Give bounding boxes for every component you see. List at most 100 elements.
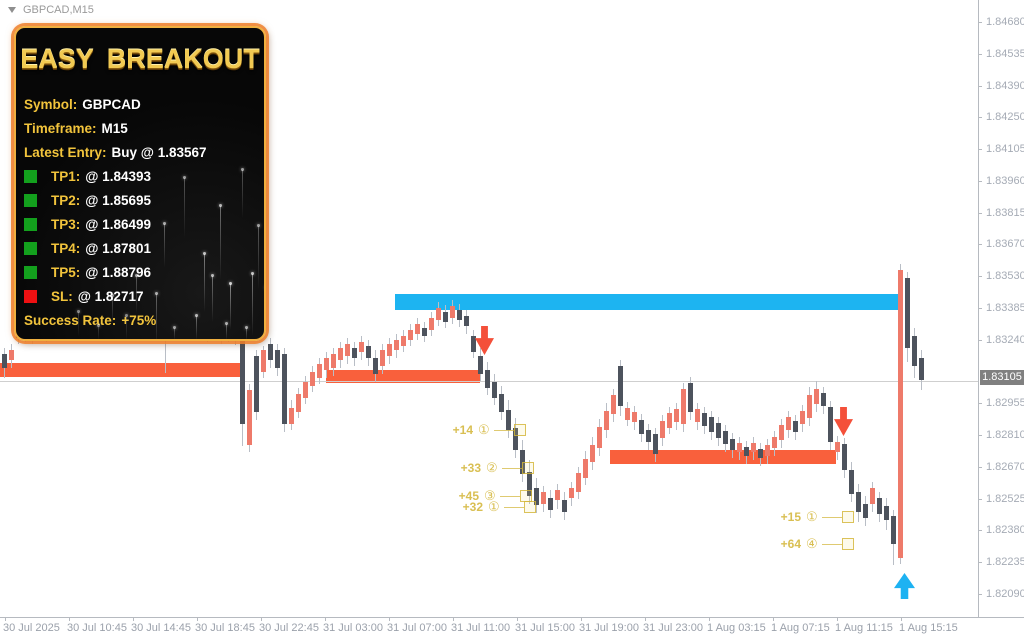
time-tick	[517, 617, 518, 621]
bear-candle	[618, 366, 623, 406]
bull-candle	[807, 395, 812, 418]
time-tick-label: 31 Jul 15:00	[515, 622, 575, 634]
time-tick	[901, 617, 902, 621]
bull-candle	[695, 409, 700, 422]
tp-row: TP1: @ 1.84393	[16, 164, 264, 188]
level-value: @ 1.85695	[85, 192, 151, 208]
bull-candle	[590, 445, 595, 462]
level-label: SL:	[51, 288, 73, 304]
bull-candle	[303, 382, 308, 398]
bear-candle	[856, 492, 861, 512]
sl-row: SL: @ 1.82717	[16, 284, 264, 308]
price-tick-label: 1.82090	[986, 588, 1024, 600]
time-tick-label: 1 Aug 11:15	[835, 622, 893, 634]
current-price-badge: 1.83105	[980, 370, 1024, 385]
symbol-header: GBPCAD,M15	[8, 4, 94, 16]
price-tick-label: 1.83960	[986, 175, 1024, 187]
bull-candle	[289, 408, 294, 424]
time-tick-label: 31 Jul 07:00	[387, 622, 447, 634]
time-tick-label: 30 Jul 18:45	[195, 622, 255, 634]
chevron-down-icon[interactable]	[8, 7, 16, 13]
bear-candle	[2, 354, 7, 368]
tp-row: TP3: @ 1.86499	[16, 212, 264, 236]
easy-breakout-panel: EASY BREAKOUT Symbol: GBPCAD Timeframe: …	[14, 26, 266, 341]
bull-candle	[611, 395, 616, 414]
bear-candle	[842, 444, 847, 470]
level-label: TP5:	[51, 264, 81, 280]
bear-candle	[485, 370, 490, 388]
bear-candle	[919, 358, 924, 380]
bull-candle	[800, 411, 805, 424]
time-axis[interactable]: 30 Jul 2025 30 Jul 10:45 30 Jul 14:45 30 Ju…	[0, 617, 1024, 640]
time-tick	[5, 617, 6, 621]
time-tick-label: 1 Aug 03:15	[707, 622, 766, 634]
bear-candle	[478, 356, 483, 374]
support-zone[interactable]	[326, 370, 480, 383]
bear-candle	[352, 348, 357, 358]
price-tick-label: 1.84390	[986, 80, 1024, 92]
bear-candle	[849, 470, 854, 494]
bull-candle	[331, 354, 336, 368]
price-tick	[978, 340, 982, 341]
level-value: @ 1.87801	[85, 240, 151, 256]
price-tick	[978, 435, 982, 436]
trade-label: +64 ④	[773, 536, 854, 552]
bear-candle	[499, 394, 504, 412]
bull-candle	[345, 344, 350, 356]
time-tick	[837, 617, 838, 621]
chart-area[interactable]: +14 ① +33 ② +45 ③ +32 ① +15 ① +64 ④ GBPCAD,M15 EASY…	[0, 0, 978, 617]
symbol-row: Symbol: GBPCAD	[24, 96, 141, 112]
bull-candle	[9, 350, 14, 360]
price-tick-label: 1.82670	[986, 461, 1024, 473]
price-tick-label: 1.84680	[986, 16, 1024, 28]
bull-candle	[450, 306, 455, 318]
level-value: @ 1.88796	[85, 264, 151, 280]
time-tick-label: 31 Jul 19:00	[579, 622, 639, 634]
bull-candle	[359, 342, 364, 352]
bear-candle	[758, 449, 763, 458]
bull-candle	[772, 437, 777, 448]
price-tick	[978, 213, 982, 214]
sell-signal-arrow[interactable]	[475, 326, 494, 355]
tp-row: TP4: @ 1.87801	[16, 236, 264, 260]
sell-signal-arrow[interactable]	[834, 407, 853, 436]
sl-marker	[24, 289, 37, 303]
support-zone[interactable]	[610, 450, 836, 464]
price-tick	[978, 244, 982, 245]
bull-candle	[555, 490, 560, 500]
tp-row: TP5: @ 1.88796	[16, 260, 264, 284]
buy-signal-arrow[interactable]	[894, 573, 915, 599]
support-zone[interactable]	[0, 363, 243, 377]
price-axis[interactable]: 1.84680 1.84535 1.84390 1.84250 1.84105 1.839…	[978, 0, 1024, 617]
bear-candle	[646, 430, 651, 442]
bear-candle	[254, 356, 259, 412]
bear-candle	[702, 413, 707, 426]
resistance-zone[interactable]	[395, 294, 899, 310]
bull-candle	[569, 488, 574, 498]
time-tick	[325, 617, 326, 621]
price-tick	[978, 467, 982, 468]
bear-candle	[373, 358, 378, 374]
bull-candle	[870, 488, 875, 504]
bull-candle	[576, 473, 581, 492]
panel-title: EASY BREAKOUT	[20, 44, 260, 74]
time-axis-line	[0, 617, 1024, 618]
bull-candle	[387, 344, 392, 356]
price-tick-label: 1.83815	[986, 207, 1024, 219]
time-tick-label: 1 Aug 07:15	[771, 622, 830, 634]
latest-entry-row: Latest Entry: Buy @ 1.83567	[24, 144, 207, 160]
price-tick	[978, 403, 982, 404]
time-tick-label: 1 Aug 15:15	[899, 622, 958, 634]
level-value: @ 1.84393	[85, 168, 151, 184]
bear-candle	[793, 421, 798, 432]
price-tick	[978, 22, 982, 23]
bull-candle	[835, 442, 840, 452]
bull-candle	[415, 324, 420, 334]
trade-label: +32 ①	[455, 499, 536, 515]
timeframe-row: Timeframe: M15	[24, 120, 128, 136]
price-tick-label: 1.83530	[986, 270, 1024, 282]
bull-candle	[751, 443, 756, 452]
time-tick-label: 31 Jul 23:00	[643, 622, 703, 634]
price-tick	[978, 276, 982, 277]
